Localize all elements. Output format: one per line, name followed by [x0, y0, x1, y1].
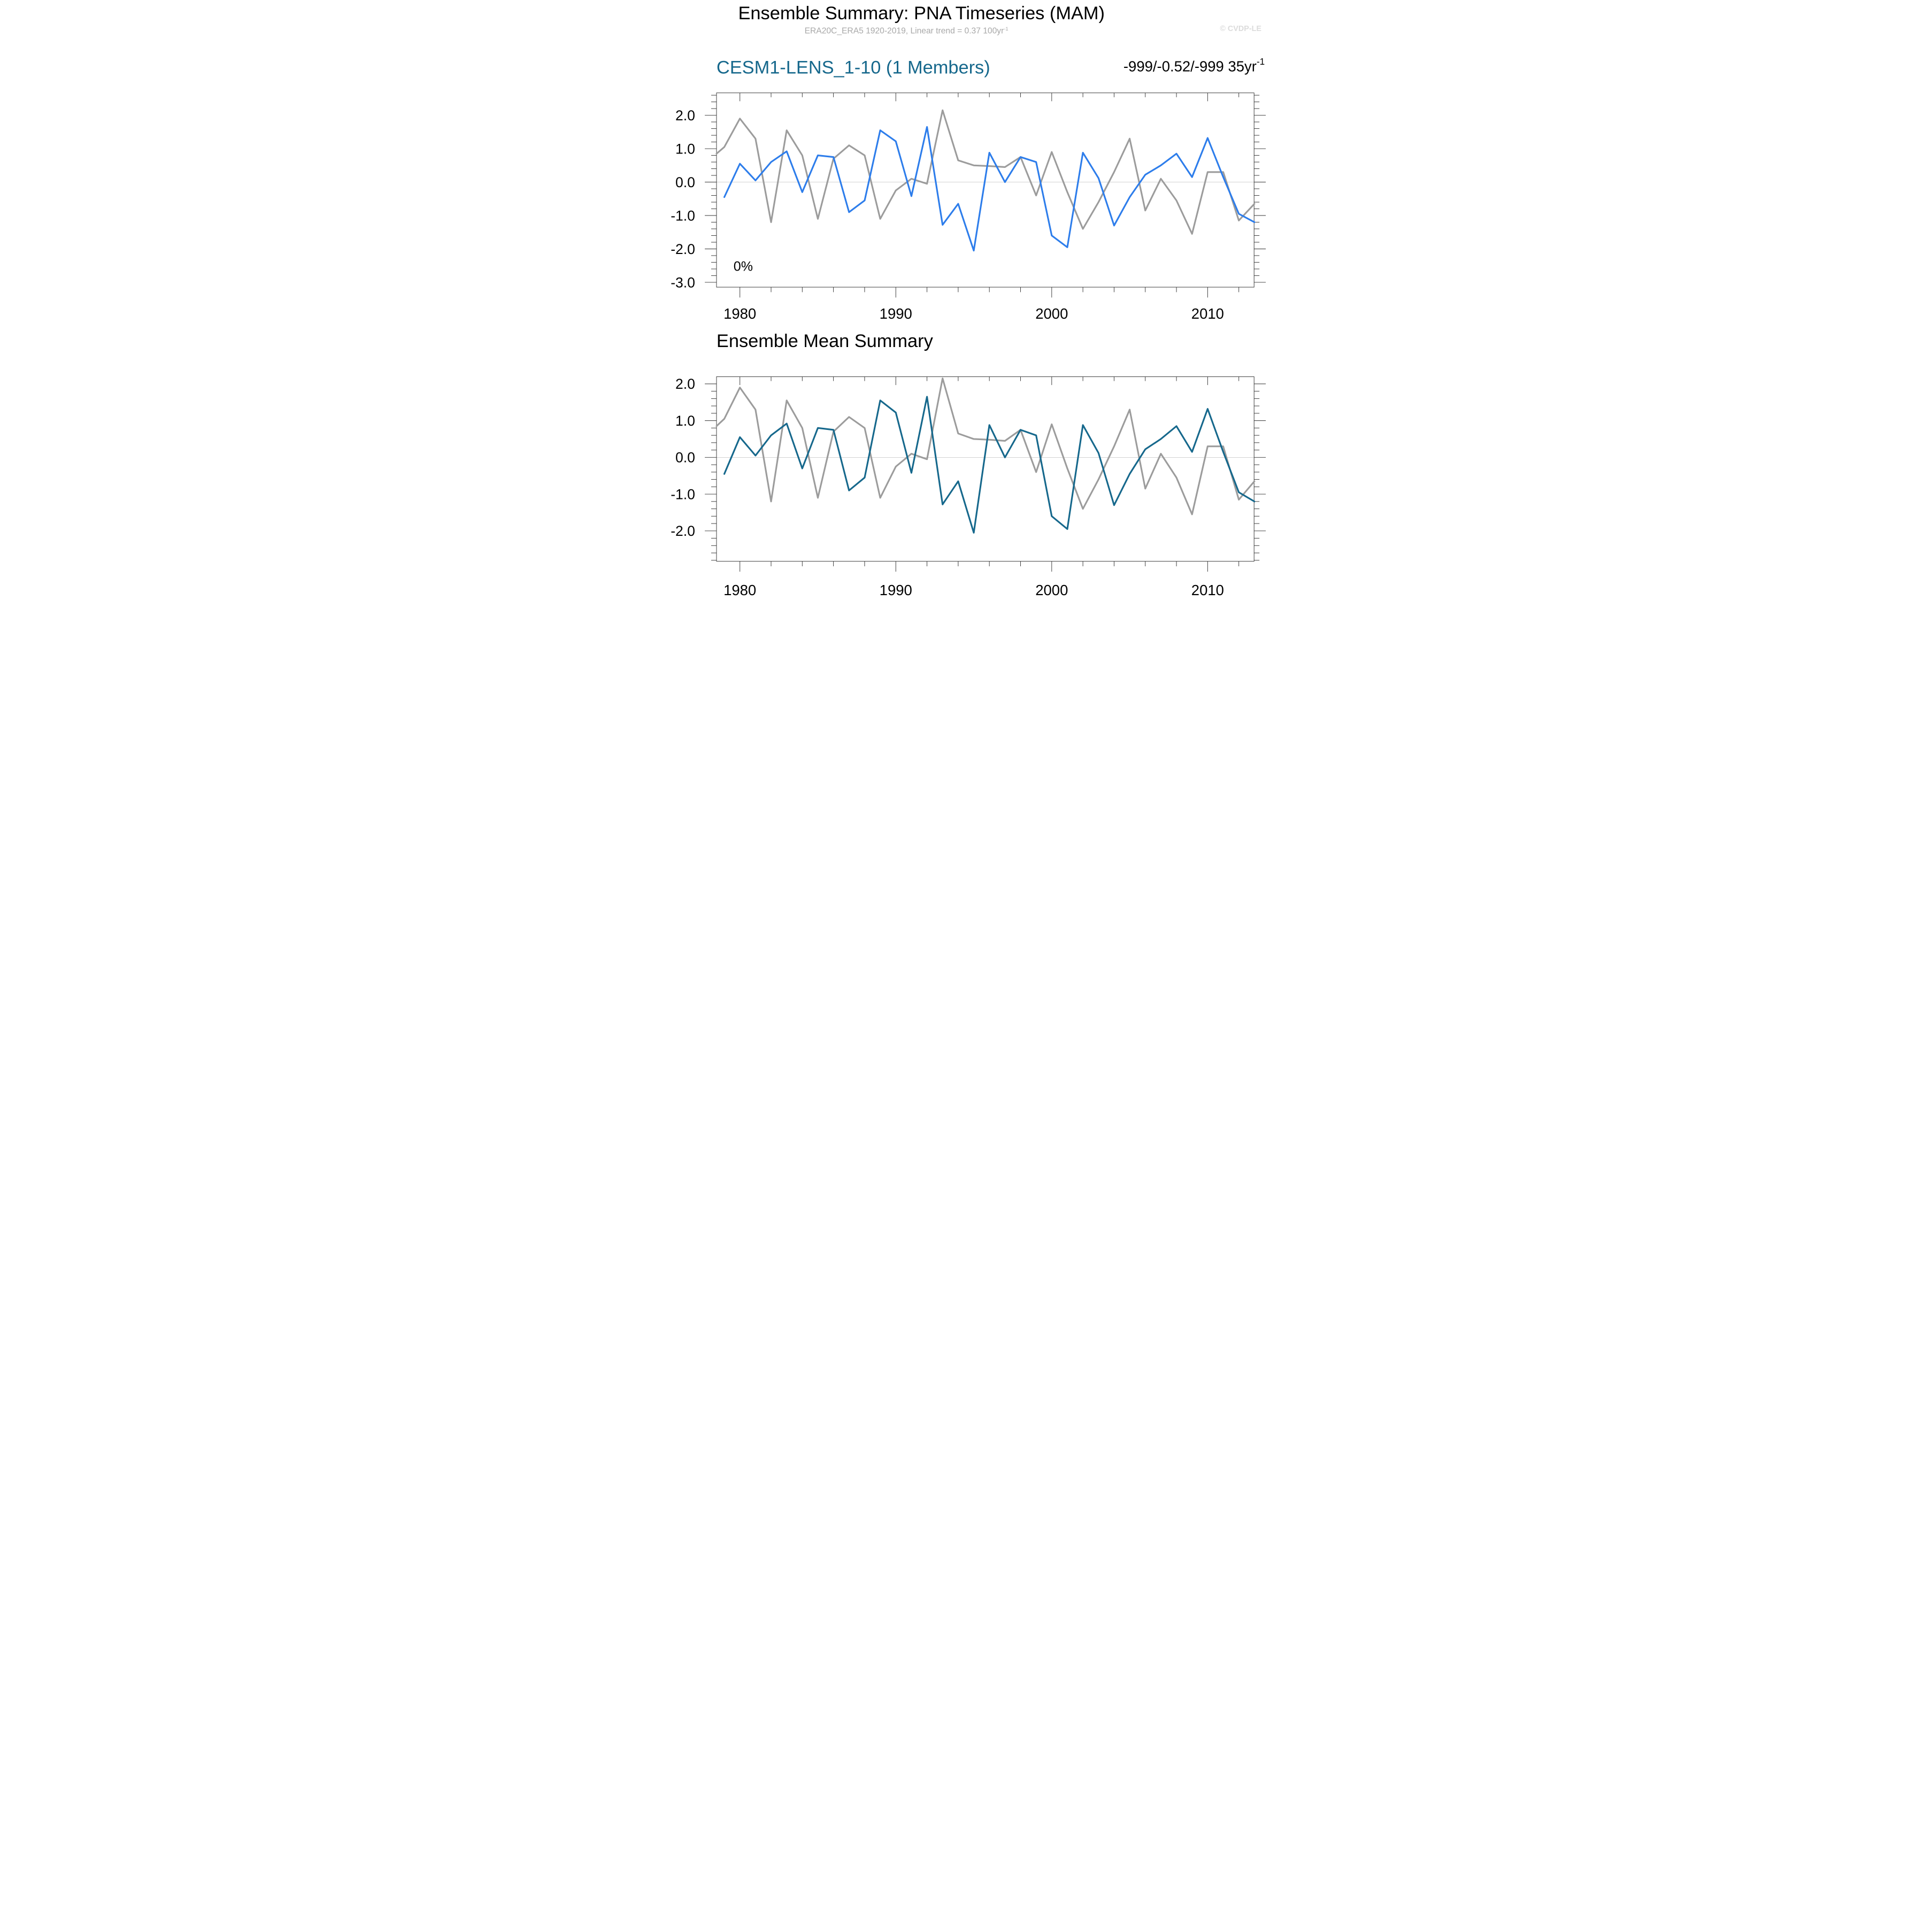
y-tick-label: 0.0: [675, 174, 695, 190]
y-tick-label: 1.0: [675, 141, 695, 157]
ensemble-mean-line: [723, 396, 1256, 534]
member-line: [723, 126, 1256, 252]
x-tick-label: 2000: [1035, 305, 1068, 322]
plot-frame: [716, 376, 1254, 562]
subtitle: ERA20C_ERA5 1920-2019, Linear trend = 0.…: [805, 26, 1009, 36]
plot-frame: [716, 93, 1254, 288]
y-tick-label: 0.0: [675, 450, 695, 466]
subtitle-text: ERA20C_ERA5 1920-2019, Linear trend = 0.…: [805, 26, 1004, 35]
y-tick-label: -2.0: [671, 241, 695, 257]
chart-canvas: Ensemble Summary: PNA Timeseries (MAM) E…: [671, 3, 1266, 598]
y-tick-label: -3.0: [671, 274, 695, 290]
x-tick-label: 2000: [1035, 582, 1068, 598]
panel2-title: Ensemble Mean Summary: [717, 331, 934, 351]
x-tick-label: 1980: [723, 305, 756, 322]
main-title: Ensemble Summary: PNA Timeseries (MAM): [738, 3, 1105, 24]
x-tick-label: 2010: [1191, 305, 1224, 322]
subtitle-superscript: -1: [1004, 26, 1008, 32]
bottom-panel: 2.0 1.0 0.0 -1.0 -2.0 1980 1990 2000 2010: [671, 376, 1266, 598]
x-tick-label: 1990: [880, 305, 912, 322]
y-tick-label: -1.0: [671, 207, 695, 224]
panel1-percent-annotation: 0%: [734, 259, 753, 274]
observations-line: [715, 378, 1256, 515]
panel1-trend-text: -999/-0.52/-999 35yr: [1123, 58, 1257, 75]
y-tick-label: -2.0: [671, 523, 695, 539]
y-tick-label: -1.0: [671, 486, 695, 502]
watermark: © CVDP-LE: [1220, 25, 1261, 33]
x-tick-label: 1990: [880, 582, 912, 598]
y-tick-label: 2.0: [675, 107, 695, 124]
x-tick-label: 1980: [723, 582, 756, 598]
panel1-trend-superscript: -1: [1257, 56, 1265, 67]
y-tick-label: 1.0: [675, 413, 695, 429]
panel1-title: CESM1-LENS_1-10 (1 Members): [717, 57, 990, 78]
figure: Ensemble Summary: PNA Timeseries (MAM) E…: [664, 0, 1268, 601]
panel1-trend: -999/-0.52/-999 35yr-1: [1123, 56, 1265, 74]
top-panel: 2.0 1.0 0.0 -1.0 -2.0 -3.0 1980 1990 2000 2010: [671, 93, 1266, 322]
observations-line: [715, 109, 1256, 235]
x-tick-label: 2010: [1191, 582, 1224, 598]
y-tick-label: 2.0: [675, 376, 695, 392]
